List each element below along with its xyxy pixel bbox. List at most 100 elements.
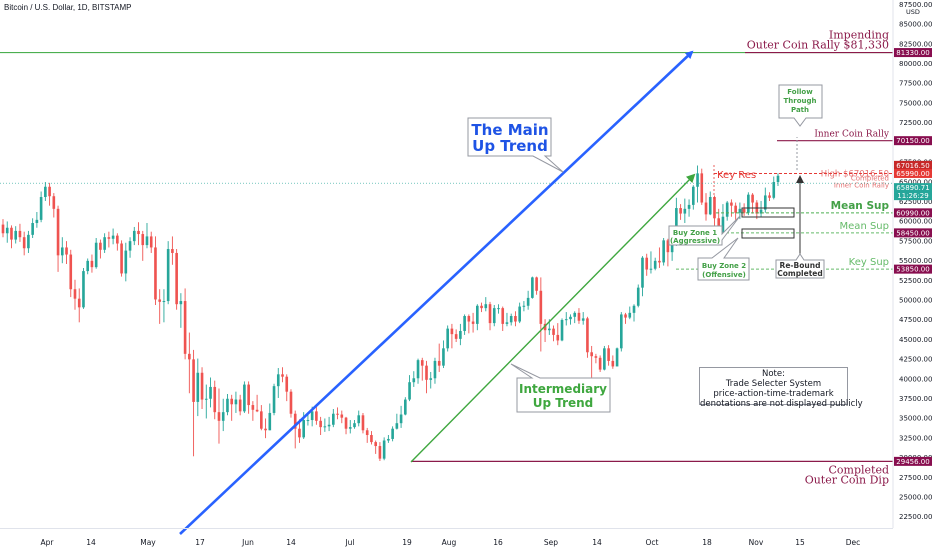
chart-title: Bitcoin / U.S. Dollar, 1D, BITSTAMP (4, 3, 132, 12)
candle-body (594, 356, 598, 358)
candle (459, 323, 462, 346)
candle-body (27, 234, 30, 249)
candle-body (145, 236, 149, 246)
tag-58450-bg (894, 228, 932, 238)
candle-body (721, 216, 725, 234)
candle-body (395, 423, 399, 429)
candle-body (581, 318, 585, 321)
candle (56, 205, 60, 272)
candle-body (518, 306, 521, 322)
tag-current-bg (894, 183, 932, 201)
candle (615, 347, 619, 367)
candle-body (336, 413, 339, 415)
price-tick-label: 85000.00 (899, 21, 932, 29)
candle (52, 193, 56, 218)
candle-body (234, 399, 238, 405)
tag-current-text: 65890.71 (896, 184, 929, 192)
candle-body (44, 186, 47, 198)
candle (772, 176, 776, 200)
candle-body (340, 414, 344, 418)
level-70150-label: Inner Coin Rally (814, 130, 890, 140)
candle-body (56, 208, 60, 256)
level-81330-label-top: Impending (829, 29, 889, 42)
candle-body (319, 420, 322, 428)
rebound-callout (775, 253, 825, 279)
candle-body (192, 359, 195, 402)
price-tick-label: 87500.00 (899, 1, 932, 9)
candle-body (370, 435, 373, 443)
candle (742, 203, 746, 216)
candle-body (641, 257, 644, 288)
time-tick-label: 15 (795, 538, 805, 547)
level-53850-label: Key Sup (849, 257, 889, 268)
candle (111, 228, 115, 245)
candle-body (255, 409, 259, 412)
candle-body (560, 319, 564, 341)
candle-body (564, 319, 568, 321)
time-tick-label: 14 (86, 538, 96, 547)
candle (768, 192, 771, 201)
candle-body (476, 305, 479, 324)
tag-70150: 70150.00 (894, 136, 932, 146)
candle (162, 289, 166, 323)
candle (404, 397, 407, 416)
price-tick-label: 42500.00 (899, 356, 932, 364)
candle-body (713, 197, 716, 219)
price-tick-label: 32500.00 (899, 434, 932, 442)
candle (522, 301, 526, 312)
candle-body (298, 428, 301, 438)
candle (416, 358, 420, 384)
tag-81330: 81330.00 (894, 48, 932, 58)
buy-zone-2-text-1: Buy Zone 2 (702, 262, 746, 270)
candle (501, 306, 505, 331)
candle-body (747, 194, 750, 213)
candle (44, 182, 47, 201)
candle-body (103, 237, 106, 250)
price-tick-label: 57500.00 (899, 237, 932, 245)
candle (86, 258, 90, 275)
candle-body (514, 316, 517, 322)
price-tick-label: 40000.00 (899, 375, 932, 383)
candle (492, 304, 496, 327)
candle-body (628, 312, 632, 318)
candle-body (556, 334, 560, 341)
candle (721, 204, 725, 237)
candle (336, 407, 339, 420)
candle (226, 394, 229, 416)
candle (607, 345, 610, 366)
candle-body (264, 428, 267, 431)
candle (145, 223, 149, 249)
candle (65, 241, 68, 264)
candle-body (535, 277, 538, 291)
candle (471, 312, 475, 333)
candle-body (683, 208, 687, 214)
candle (488, 301, 492, 331)
candle (103, 233, 106, 253)
candle (569, 314, 572, 325)
candle-body (408, 382, 411, 400)
candle (243, 381, 246, 413)
candle-body (619, 314, 623, 349)
candle-body (738, 208, 742, 213)
candle-body (416, 360, 420, 379)
candle (285, 374, 289, 402)
time-tick-label: May (140, 538, 156, 547)
buy-zone-2-text-2: (Offensive) (702, 271, 746, 279)
intermediary-trend-line (410, 173, 696, 463)
candle-body (128, 241, 132, 251)
candle (399, 405, 403, 428)
candle-body (679, 208, 682, 214)
candle-body (708, 197, 712, 215)
candle-body (446, 328, 449, 349)
buy-zone-1-box (741, 207, 795, 218)
candle-body (577, 312, 581, 321)
candle-body (120, 243, 123, 274)
tag-60990-bg (894, 208, 932, 218)
candle (463, 314, 466, 335)
tag-70150-bg (894, 136, 932, 146)
candle-body (1, 224, 5, 234)
candle (192, 349, 195, 457)
candle (649, 251, 653, 274)
